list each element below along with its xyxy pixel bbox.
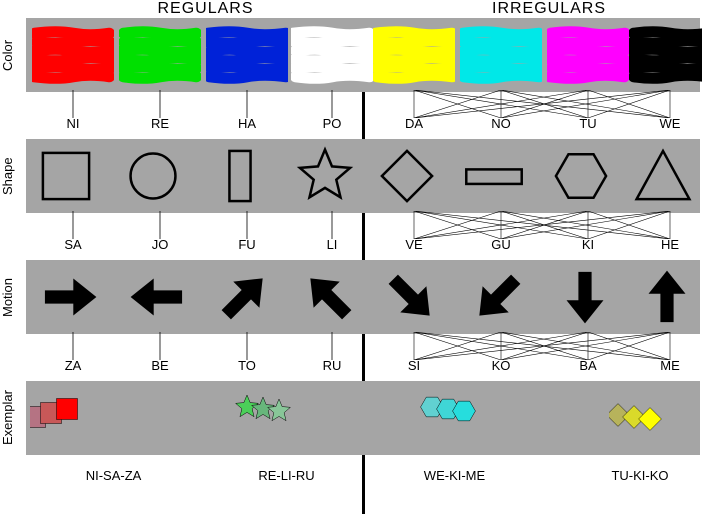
syllable-label: LI bbox=[312, 237, 352, 252]
syllable-label: ME bbox=[650, 358, 690, 373]
syllable-label: DA bbox=[394, 116, 434, 131]
syllable-label: RU bbox=[312, 358, 352, 373]
syllable-label: BE bbox=[140, 358, 180, 373]
color-swatch bbox=[32, 24, 114, 86]
diagram-root: REGULARS IRREGULARS Color NI RE HA PO DA NO TU W… bbox=[0, 0, 702, 514]
connection-lines bbox=[408, 211, 676, 239]
color-swatch bbox=[291, 24, 373, 86]
syllable-label: KI bbox=[568, 237, 608, 252]
color-swatch bbox=[629, 24, 702, 86]
color-swatch bbox=[460, 24, 542, 86]
connection-lines bbox=[67, 211, 338, 239]
connection-lines bbox=[408, 332, 676, 360]
color-swatch bbox=[373, 24, 455, 86]
syllable-label: JO bbox=[140, 237, 180, 252]
shape-icon bbox=[33, 143, 113, 209]
shape-icon bbox=[374, 143, 454, 209]
syllable-label: RE bbox=[140, 116, 180, 131]
syllable-label: SA bbox=[53, 237, 93, 252]
syllable-label: NI bbox=[53, 116, 93, 131]
syllable-label: FU bbox=[227, 237, 267, 252]
arrow-icon bbox=[37, 264, 109, 330]
shape-icon bbox=[548, 143, 628, 209]
shape-icon bbox=[120, 143, 200, 209]
arrow-icon bbox=[552, 264, 624, 330]
connection-lines bbox=[408, 90, 676, 118]
row-title: Shape bbox=[0, 139, 26, 213]
arrow-icon bbox=[378, 264, 450, 330]
syllable-label: SI bbox=[394, 358, 434, 373]
header-regulars: REGULARS bbox=[158, 0, 254, 18]
shape-icon bbox=[630, 143, 702, 209]
syllable-label: WE bbox=[650, 116, 690, 131]
shape-icon bbox=[292, 143, 372, 209]
exemplar-cluster bbox=[210, 384, 320, 452]
connection-lines bbox=[67, 332, 338, 360]
shape-icon bbox=[207, 143, 287, 209]
color-swatch bbox=[119, 24, 201, 86]
exemplar-label: TU-KI-KO bbox=[580, 468, 700, 483]
shape-icon bbox=[461, 143, 541, 209]
syllable-label: NO bbox=[481, 116, 521, 131]
connection-lines bbox=[67, 90, 338, 118]
arrow-icon bbox=[465, 264, 537, 330]
arrow-icon bbox=[296, 264, 368, 330]
syllable-label: TU bbox=[568, 116, 608, 131]
exemplar-cluster bbox=[609, 384, 702, 452]
syllable-label: KO bbox=[481, 358, 521, 373]
row-title: Color bbox=[0, 18, 26, 92]
row-title: Motion bbox=[0, 260, 26, 334]
arrow-icon bbox=[211, 264, 283, 330]
syllable-label: HA bbox=[227, 116, 267, 131]
color-swatch bbox=[547, 24, 629, 86]
syllable-label: HE bbox=[650, 237, 690, 252]
color-swatch bbox=[206, 24, 288, 86]
syllable-label: GU bbox=[481, 237, 521, 252]
exemplar-label: WE-KI-ME bbox=[395, 468, 515, 483]
syllable-label: PO bbox=[312, 116, 352, 131]
syllable-label: BA bbox=[568, 358, 608, 373]
header-irregulars: IRREGULARS bbox=[492, 0, 606, 18]
syllable-label: TO bbox=[227, 358, 267, 373]
row-title: Exemplar bbox=[0, 381, 26, 455]
exemplar-cluster bbox=[399, 384, 509, 452]
exemplar-label: NI-SA-ZA bbox=[54, 468, 174, 483]
syllable-label: ZA bbox=[53, 358, 93, 373]
exemplar-label: RE-LI-RU bbox=[227, 468, 347, 483]
arrow-icon bbox=[634, 264, 702, 330]
arrow-icon bbox=[124, 264, 196, 330]
exemplar-cluster bbox=[30, 384, 140, 452]
syllable-label: VE bbox=[394, 237, 434, 252]
